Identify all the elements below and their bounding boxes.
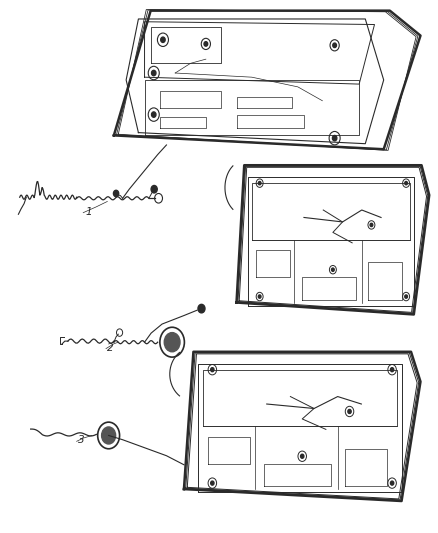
Circle shape [211,481,214,485]
Circle shape [151,185,157,193]
Circle shape [405,295,407,298]
Circle shape [161,37,165,43]
Circle shape [370,223,373,227]
Text: 2: 2 [107,343,114,353]
Circle shape [405,182,407,185]
Text: 3: 3 [78,435,85,446]
Circle shape [258,182,261,185]
Circle shape [102,427,116,444]
Circle shape [348,409,351,414]
Circle shape [164,333,180,352]
Circle shape [390,368,394,372]
Circle shape [332,268,334,271]
Circle shape [390,481,394,485]
Circle shape [152,70,156,76]
Circle shape [300,454,304,458]
Circle shape [258,295,261,298]
Circle shape [204,42,208,46]
Circle shape [198,304,205,313]
Text: 1: 1 [85,207,92,217]
Circle shape [332,135,337,141]
Circle shape [152,112,156,117]
Circle shape [211,368,214,372]
Circle shape [333,43,336,47]
Circle shape [113,190,119,197]
